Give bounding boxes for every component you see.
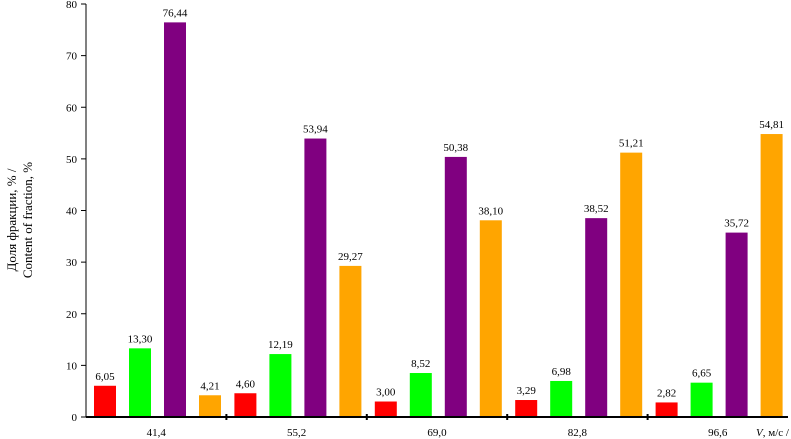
axes [85,4,788,418]
y-tick-label: 30 [66,257,78,269]
y-tick-label: 10 [66,360,78,372]
bars [94,22,783,418]
bar [269,354,292,417]
bar-value-label: 50,38 [443,142,468,154]
y-tick-label: 20 [66,309,78,321]
x-tick-label: 96,6 [708,427,728,439]
bar-value-label: 29,27 [338,251,363,263]
bar [339,265,362,417]
bar [94,385,116,417]
x-tick-label: 55,2 [287,427,306,439]
bar [374,401,397,417]
y-tick-label: 0 [72,412,78,424]
x-tick-label: 82,8 [568,427,588,439]
bar [409,373,432,417]
bar-value-label: 76,44 [163,7,188,19]
bar-value-label: 12,19 [268,339,293,351]
bar-value-label: 2,82 [657,387,676,399]
bar-value-label: 51,21 [619,138,644,150]
bar [479,220,502,417]
bar-value-label: 38,52 [584,203,609,215]
y-tick-label: 60 [66,102,78,114]
y-tick-label: 70 [66,51,78,63]
bar [199,395,221,417]
x-tick-label: 69,0 [427,427,447,439]
bar [550,380,573,417]
x-tick-label: 41,4 [147,427,167,439]
bar-value-label: 4,60 [236,378,256,390]
bar-value-label: 38,10 [478,205,503,217]
bar [655,402,678,417]
y-axis-ticks: 0 10 20 30 40 50 60 70 80 [66,0,86,424]
y-tick-label: 40 [66,206,78,218]
bar [515,400,538,417]
bar-value-label: 3,00 [376,387,396,399]
bar [585,218,608,417]
bar [304,138,327,418]
bar-value-label: 6,98 [552,366,572,378]
bar [760,134,783,417]
bar-value-labels: 6,05 4,60 3,00 3,29 2,82 13,30 12,19 8,52 6,98 6,… [95,7,784,399]
bar-value-label: 6,05 [95,371,115,383]
bar-value-label: 4,21 [200,380,219,392]
y-axis-label-line-1: Доля фракции, % / [4,168,19,271]
bar [234,393,257,417]
y-axis-label: Доля фракции, % / Content of fraction, % [4,162,35,278]
y-tick-label: 80 [66,0,78,11]
x-axis-label-symbol: V [756,427,764,439]
bar [620,152,643,418]
x-axis-label: V, м/с / [756,427,790,439]
bar-value-label: 8,52 [411,358,430,370]
bar [725,232,748,417]
x-axis-ticks: 41,4 55,2 69,0 82,8 96,6 [147,414,728,439]
bar [690,382,713,417]
bar-value-label: 35,72 [724,218,749,230]
bar-value-label: 3,29 [517,385,537,397]
bar-value-label: 54,81 [759,119,784,131]
y-tick-label: 50 [66,154,78,166]
bar-value-label: 13,30 [128,333,153,345]
y-axis-label-line-2: Content of fraction, % [20,162,35,278]
bar [444,156,467,417]
bar [129,348,151,417]
bar [164,22,186,417]
x-axis-label-unit: , м/с / [763,427,790,439]
bar-value-label: 6,65 [692,368,712,380]
bar-value-label: 53,94 [303,124,328,136]
